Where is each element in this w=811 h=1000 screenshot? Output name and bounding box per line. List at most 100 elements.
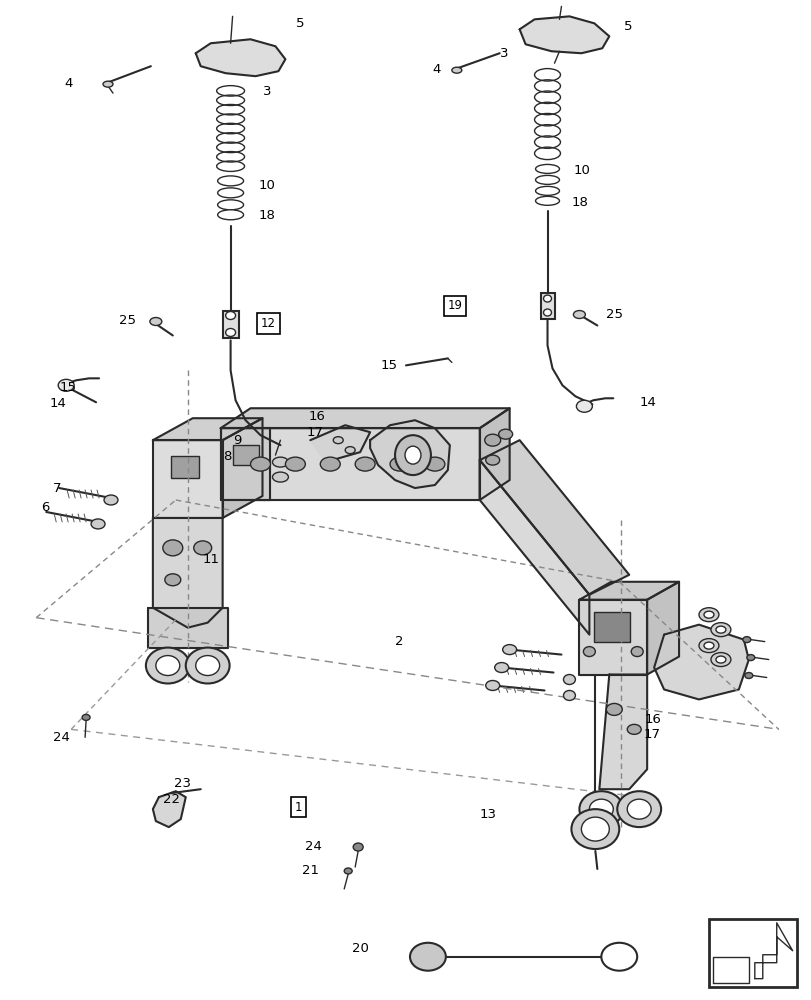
Text: 8: 8 <box>222 450 230 463</box>
Text: 10: 10 <box>258 179 275 192</box>
Bar <box>222 311 238 338</box>
Ellipse shape <box>582 647 594 657</box>
Ellipse shape <box>424 457 444 471</box>
Ellipse shape <box>543 309 551 316</box>
Text: 13: 13 <box>479 808 496 821</box>
Ellipse shape <box>225 328 235 336</box>
Ellipse shape <box>563 690 575 700</box>
Ellipse shape <box>742 637 750 643</box>
Ellipse shape <box>186 648 230 683</box>
Ellipse shape <box>579 791 623 827</box>
Ellipse shape <box>354 457 375 471</box>
Polygon shape <box>152 418 262 440</box>
Ellipse shape <box>703 611 713 618</box>
Text: 19: 19 <box>447 299 461 312</box>
Text: 2: 2 <box>394 635 403 648</box>
Ellipse shape <box>353 843 363 851</box>
Polygon shape <box>221 428 270 500</box>
Text: 11: 11 <box>203 553 220 566</box>
Text: 10: 10 <box>573 164 590 177</box>
Bar <box>170 456 199 478</box>
Text: 3: 3 <box>499 47 508 60</box>
Ellipse shape <box>394 435 431 475</box>
Ellipse shape <box>710 653 730 667</box>
Text: 12: 12 <box>260 317 276 330</box>
Polygon shape <box>479 440 629 595</box>
Ellipse shape <box>58 379 74 391</box>
Text: 22: 22 <box>163 793 179 806</box>
Ellipse shape <box>389 457 410 471</box>
Ellipse shape <box>573 311 585 319</box>
Ellipse shape <box>601 943 637 971</box>
Polygon shape <box>221 428 479 500</box>
Ellipse shape <box>217 176 243 186</box>
Text: 25: 25 <box>606 308 623 321</box>
Ellipse shape <box>543 295 551 302</box>
Ellipse shape <box>410 943 445 971</box>
Ellipse shape <box>626 799 650 819</box>
Ellipse shape <box>150 318 161 325</box>
Text: 1: 1 <box>294 801 302 814</box>
Ellipse shape <box>626 724 641 734</box>
Ellipse shape <box>195 656 219 676</box>
Polygon shape <box>222 418 262 518</box>
Ellipse shape <box>285 457 305 471</box>
Bar <box>708 919 796 987</box>
Ellipse shape <box>571 809 619 849</box>
Ellipse shape <box>156 656 179 676</box>
Text: 9: 9 <box>234 434 242 447</box>
Polygon shape <box>221 408 509 428</box>
Polygon shape <box>646 582 678 675</box>
Polygon shape <box>579 582 678 600</box>
Ellipse shape <box>715 656 725 663</box>
Text: 21: 21 <box>302 864 319 877</box>
Ellipse shape <box>698 639 718 653</box>
Text: 14: 14 <box>49 397 66 410</box>
Ellipse shape <box>502 645 516 655</box>
Text: 17: 17 <box>642 728 659 741</box>
Ellipse shape <box>746 655 754 661</box>
Ellipse shape <box>744 673 752 679</box>
Ellipse shape <box>710 623 730 637</box>
Ellipse shape <box>606 703 621 715</box>
Ellipse shape <box>405 446 420 464</box>
Polygon shape <box>195 39 285 76</box>
Ellipse shape <box>535 164 559 173</box>
Ellipse shape <box>616 791 660 827</box>
Ellipse shape <box>103 81 113 87</box>
Ellipse shape <box>320 457 340 471</box>
Text: 16: 16 <box>308 410 325 423</box>
Polygon shape <box>519 16 608 53</box>
Ellipse shape <box>217 200 243 210</box>
Text: 18: 18 <box>258 209 275 222</box>
Text: 3: 3 <box>262 85 271 98</box>
Ellipse shape <box>498 429 512 439</box>
Text: 23: 23 <box>174 777 191 790</box>
Ellipse shape <box>485 455 499 465</box>
Ellipse shape <box>535 196 559 205</box>
Polygon shape <box>152 518 222 628</box>
Text: 15: 15 <box>59 381 76 394</box>
Bar <box>232 445 258 465</box>
Polygon shape <box>654 625 748 699</box>
Polygon shape <box>152 791 186 827</box>
Text: 20: 20 <box>352 942 369 955</box>
Polygon shape <box>754 923 792 979</box>
Text: 14: 14 <box>638 396 655 409</box>
Ellipse shape <box>217 210 243 220</box>
Polygon shape <box>579 600 646 675</box>
Ellipse shape <box>344 868 352 874</box>
Polygon shape <box>599 675 646 789</box>
Text: 6: 6 <box>41 501 49 514</box>
Ellipse shape <box>225 312 235 320</box>
Ellipse shape <box>703 642 713 649</box>
Ellipse shape <box>272 472 288 482</box>
Polygon shape <box>152 440 222 518</box>
Ellipse shape <box>272 457 288 467</box>
Ellipse shape <box>484 434 500 446</box>
Ellipse shape <box>563 675 575 684</box>
Ellipse shape <box>194 541 212 555</box>
Polygon shape <box>479 460 589 635</box>
Text: 5: 5 <box>296 17 304 30</box>
Ellipse shape <box>104 495 118 505</box>
